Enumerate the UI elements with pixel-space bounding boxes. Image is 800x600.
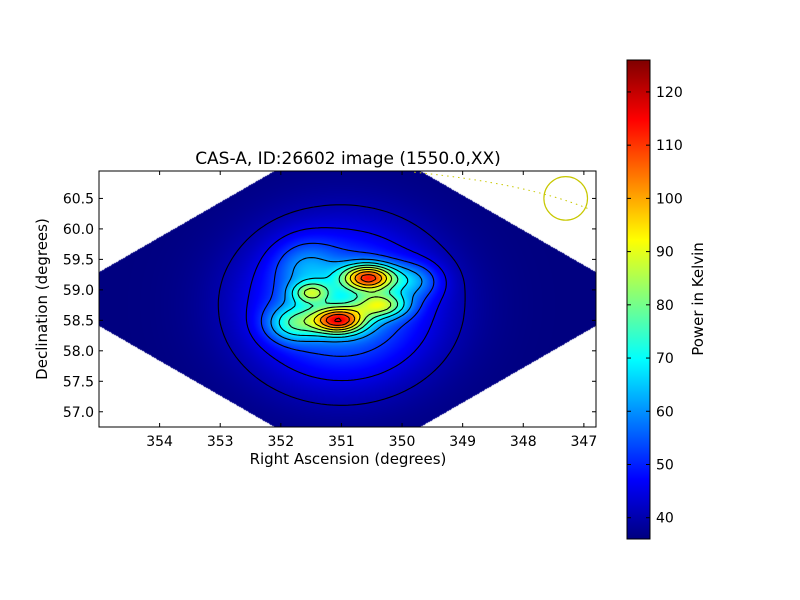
x-tick: 354 [146,171,173,450]
y-tick-label: 59.0 [63,283,94,299]
y-tick: 59.0 [63,283,596,299]
colorbar-tick: 100 [627,191,683,207]
colorbar-ticks: 40 50 60 70 80 90 100 110 120 [627,85,683,527]
colorbar-tick-label: 100 [656,191,683,207]
contour-level-60 [270,257,423,343]
colorbar-tick: 70 [627,351,674,367]
heatmap-image [99,171,596,427]
x-tick-label: 347 [571,434,598,450]
colorbar-tick-label: 120 [656,85,683,101]
colorbar-tick-label: 60 [656,404,674,420]
x-tick: 350 [389,171,416,450]
y-tick-label: 60.5 [63,191,94,207]
y-axis: 57.0 57.5 58.0 58.5 59.0 59.5 60.0 60.5 [63,191,596,421]
contour-level-108 [325,274,377,326]
x-tick-label: 349 [449,434,476,450]
y-tick-label: 57.5 [63,374,94,390]
x-tick-label: 350 [389,434,416,450]
chart-title: CAS-A, ID:26602 image (1550.0,XX) [195,149,501,169]
colorbar-tick: 50 [627,457,674,473]
contour-lines [217,204,466,406]
beam-trail-line [414,171,588,209]
colorbar-tick: 110 [627,138,683,154]
colorbar-label: Power in Kelvin [689,242,707,356]
contour-level-40 [217,204,466,406]
colorbar-tick-label: 110 [656,138,683,154]
contour-level-76 [288,264,399,335]
y-tick: 58.0 [63,344,596,360]
x-tick-label: 353 [207,434,234,450]
contour-level-68 [278,262,409,338]
y-tick-label: 59.5 [63,252,94,268]
colorbar-tick-label: 90 [656,245,674,261]
colorbar-tick: 80 [627,298,674,314]
contour-level-116 [334,317,342,323]
y-tick-label: 60.0 [63,222,94,238]
x-axis: 354 353 352 351 350 349 348 347 [146,171,597,450]
x-tick-label: 348 [510,434,537,450]
y-tick: 57.5 [63,374,596,390]
y-tick: 60.5 [63,191,596,207]
colorbar: 40 50 60 70 80 90 100 110 120 Power in Kelvin [626,59,707,540]
plot-area [98,170,597,428]
x-tick: 353 [207,171,234,450]
colorbar-tick-label: 80 [656,298,674,314]
colorbar-tick: 40 [627,511,674,527]
y-axis-label: Declination (degrees) [33,218,51,380]
x-tick: 352 [267,171,294,450]
colorbar-tick-label: 40 [656,511,674,527]
y-tick-label: 57.0 [63,405,94,421]
y-tick-label: 58.5 [63,313,94,329]
colorbar-tick-label: 50 [656,457,674,473]
x-tick-label: 354 [146,434,173,450]
beam-circle [543,175,589,221]
y-tick: 59.5 [63,252,596,268]
colorbar-tick: 60 [627,404,674,420]
colorbar-frame [626,59,651,540]
x-tick: 348 [510,171,537,450]
x-tick-label: 352 [267,434,294,450]
x-tick: 349 [449,171,476,450]
contour-level-45 [245,227,447,382]
contour-level-92 [313,268,388,331]
x-tick: 347 [571,171,598,450]
x-tick-label: 351 [328,434,355,450]
contour-level-52 [260,242,435,357]
contour-level-84 [303,266,393,333]
y-tick-label: 58.0 [63,344,94,360]
y-tick: 60.0 [63,222,596,238]
axes-frame [98,170,597,428]
colorbar-tick: 120 [627,85,683,101]
contour-level-100 [319,271,383,329]
colorbar-tick-label: 70 [656,351,674,367]
colorbar-gradient [627,60,650,539]
x-tick: 351 [328,171,355,450]
y-tick: 58.5 [63,313,596,329]
x-axis-label: Right Ascension (degrees) [250,450,447,468]
y-tick: 57.0 [63,405,596,421]
colorbar-tick: 90 [627,245,674,261]
